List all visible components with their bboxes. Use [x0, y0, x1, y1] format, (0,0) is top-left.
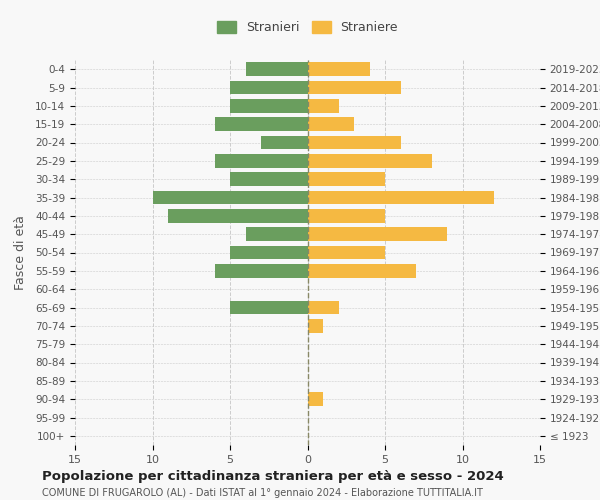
Bar [215, 118, 308, 131]
Bar [308, 154, 431, 168]
Bar [308, 62, 370, 76]
Bar [230, 80, 308, 94]
Bar [308, 136, 401, 149]
Y-axis label: Fasce di età: Fasce di età [14, 215, 26, 290]
Bar [308, 172, 385, 186]
Bar [308, 300, 338, 314]
Text: COMUNE DI FRUGAROLO (AL) - Dati ISTAT al 1° gennaio 2024 - Elaborazione TUTTITAL: COMUNE DI FRUGAROLO (AL) - Dati ISTAT al… [42, 488, 483, 498]
Bar [230, 172, 308, 186]
Bar [168, 209, 308, 222]
Bar [230, 246, 308, 260]
Bar [308, 209, 385, 222]
Bar [152, 190, 308, 204]
Text: Popolazione per cittadinanza straniera per età e sesso - 2024: Popolazione per cittadinanza straniera p… [42, 470, 504, 483]
Bar [308, 392, 323, 406]
Bar [308, 99, 338, 112]
Bar [308, 264, 416, 278]
Bar [215, 264, 308, 278]
Bar [308, 319, 323, 332]
Bar [308, 118, 354, 131]
Bar [215, 154, 308, 168]
Bar [308, 246, 385, 260]
Bar [308, 80, 401, 94]
Bar [230, 300, 308, 314]
Bar [245, 62, 308, 76]
Bar [230, 99, 308, 112]
Bar [261, 136, 308, 149]
Legend: Stranieri, Straniere: Stranieri, Straniere [212, 16, 403, 39]
Bar [245, 228, 308, 241]
Bar [308, 190, 493, 204]
Bar [308, 228, 447, 241]
